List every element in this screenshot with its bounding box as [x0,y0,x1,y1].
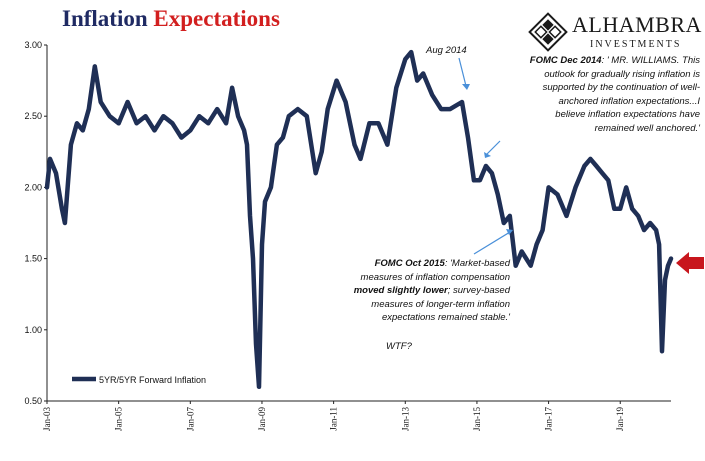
annotation-pointers [458,57,513,255]
pointer-aug2014-head [462,84,470,90]
annotation-wtf-text: WTF? [386,341,412,352]
annotation-oct2015-line: expectations remained stable.' [381,312,510,324]
logo-wordmark: ALHAMBRA [572,12,702,37]
pointer-oct2015-head [506,229,513,235]
annotation-dec2014-line: remained well anchored.' [594,122,700,134]
pointer-dec2014-head [484,152,491,158]
annotation-oct2015-title: FOMC Oct 2015 [374,258,445,269]
alhambra-logo: ALHAMBRA INVESTMENTS [528,10,701,54]
y-axis-ticks: 0.50 1.00 1.50 2.00 2.50 3.00 [24,40,47,406]
annotation-oct2015-line: ; survey-based [447,285,510,297]
red-arrow-icon [676,252,704,274]
pointer-dec2014 [486,140,501,155]
x-tick-label: Jan-07 [185,407,195,431]
annotation-oct2015-line: : 'Market-based [444,258,510,269]
series-line-5yr5yr-forward-inflation [44,49,674,390]
title-part-inflation: Inflation [62,6,148,31]
x-tick-label: Jan-13 [400,407,410,431]
x-tick-label: Jan-11 [329,407,339,431]
annotation-oct2015-emphasis: moved slightly lower [353,285,448,297]
x-tick-label: Jan-19 [615,407,625,431]
annotation-dec2014-line: outlook for gradually rising inflation i… [544,68,700,80]
y-tick-label: 1.00 [24,325,42,335]
y-tick-label: 2.50 [24,111,42,121]
pointer-oct2015 [473,231,511,255]
diamond-pattern-icon [528,12,568,52]
x-tick-label: Jan-09 [257,407,267,431]
chart-legend: 5YR/5YR Forward Inflation [72,375,206,385]
annotation-fomc-dec-2014: FOMC Dec 2014: ' MR. WILLIAMS. This outl… [478,54,700,136]
chart-title: Inflation Expectations [62,6,280,32]
annotation-aug2014-text: Aug 2014 [426,45,467,56]
annotation-dec2014-line: anchored inflation expectations...I [558,95,700,107]
legend-label: 5YR/5YR Forward Inflation [99,375,206,385]
annotation-fomc-oct-2015: FOMC Oct 2015: 'Market-based measures of… [296,257,510,325]
x-tick-label: Jan-17 [544,407,554,431]
chart-axes [46,45,671,402]
x-tick-label: Jan-15 [472,407,482,431]
annotation-aug2014: Aug 2014 [426,44,467,58]
x-tick-label: Jan-03 [42,407,52,431]
x-axis-ticks: Jan-03 Jan-05 Jan-07 Jan-09 Jan-11 Jan-13 Jan-… [42,401,625,431]
annotation-dec2014-title: FOMC Dec 2014 [529,55,602,66]
annotation-dec2014-line: believe inflation expectations have [555,109,700,121]
y-tick-label: 0.50 [24,396,42,406]
annotation-wtf: WTF? [386,340,412,354]
annotation-dec2014-line: : ' MR. WILLIAMS. This [601,55,700,66]
annotation-oct2015-line: measures of inflation compensation [360,271,510,283]
logo-subtext: INVESTMENTS [590,39,682,50]
y-tick-label: 3.00 [24,40,42,50]
pointer-aug2014 [458,57,467,87]
y-tick-label: 1.50 [24,254,42,264]
y-tick-label: 2.00 [24,182,42,192]
title-part-expectations: Expectations [153,6,280,31]
x-tick-label: Jan-05 [114,407,124,431]
annotation-oct2015-line: measures of longer-term inflation [371,298,510,310]
annotation-dec2014-line: supported by the continuation of well- [542,82,700,94]
